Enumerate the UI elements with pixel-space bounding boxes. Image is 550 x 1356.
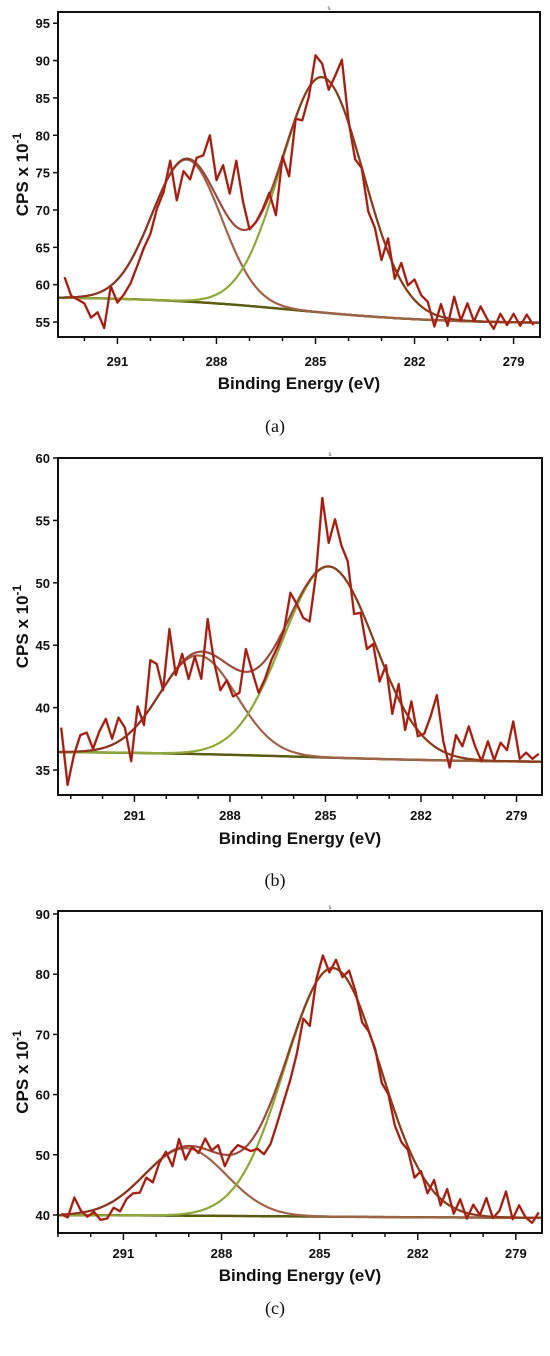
raw-data-line-core — [60, 497, 540, 786]
plot-frame — [57, 11, 541, 338]
x-tick-label: 288 — [219, 808, 241, 823]
peak-curve-2 — [61, 966, 542, 1219]
x-tick-label: 279 — [506, 808, 528, 823]
x-tick-label: 285 — [305, 354, 327, 369]
y-tick-label: 45 — [36, 638, 50, 653]
y-tick-label: 80 — [36, 128, 50, 143]
plot-area — [58, 496, 542, 787]
y-tick-label: 55 — [36, 513, 50, 528]
raw-data-line-core — [61, 953, 540, 1224]
plot-frame — [57, 910, 543, 1234]
x-axis-title: Binding Energy (eV) — [218, 374, 380, 393]
panel-caption: (a) — [265, 416, 285, 437]
raw-data-line — [60, 496, 540, 787]
top-mark: s — [329, 452, 332, 458]
y-tick-label: 65 — [36, 240, 50, 255]
envelope-curve — [59, 565, 542, 763]
x-tick-label: 288 — [211, 1246, 233, 1261]
y-tick-label: 95 — [36, 16, 50, 31]
x-tick-label: 279 — [503, 354, 525, 369]
y-tick-label: 50 — [36, 1148, 50, 1163]
x-tick-label: 282 — [407, 1246, 429, 1261]
raw-data-line-core — [64, 54, 534, 330]
x-tick-label: 282 — [410, 808, 432, 823]
y-tick-label: 70 — [36, 203, 50, 218]
y-tick-label: 90 — [36, 907, 50, 922]
x-axis-title: Binding Energy (eV) — [219, 829, 381, 848]
x-tick-label: 291 — [113, 1246, 135, 1261]
y-tick-label: 75 — [36, 166, 50, 181]
x-tick-label: 291 — [107, 354, 129, 369]
y-tick-label: 70 — [36, 1027, 50, 1042]
x-axis-title: Binding Energy (eV) — [219, 1266, 381, 1285]
y-tick-label: 50 — [36, 576, 50, 591]
y-tick-label: 60 — [36, 451, 50, 466]
y-axis-title-exponent: -1 — [10, 1030, 24, 1041]
chart-panel-c: s 40 50 60 70 80 90 291 288 285 282 279 Binding Ener… — [10, 905, 543, 1319]
x-tick-label: 285 — [309, 1246, 331, 1261]
envelope-curve — [64, 75, 540, 324]
plot-area — [58, 953, 542, 1224]
y-tick-label: 85 — [36, 91, 50, 106]
y-tick-label: 60 — [36, 1088, 50, 1103]
plot-area — [58, 54, 540, 330]
x-tick-label: 288 — [206, 354, 228, 369]
y-axis-title: CPS x 10-1 — [10, 132, 32, 216]
panel-caption: (b) — [265, 870, 286, 891]
peak-curve-2 — [64, 75, 540, 324]
y-axis-title: CPS x 10-1 — [10, 1030, 32, 1114]
plot-frame — [57, 457, 543, 796]
y-axis-title-exponent: -1 — [10, 584, 24, 595]
y-tick-label: 60 — [36, 278, 50, 293]
y-tick-label: 80 — [36, 967, 50, 982]
x-tick-label: 285 — [315, 808, 337, 823]
y-tick-label: 40 — [36, 1208, 50, 1223]
y-axis-title-exponent: -1 — [10, 132, 24, 143]
chart-panel-b: s 35 40 45 50 55 60 291 288 285 282 279 Binding Ener… — [10, 451, 543, 891]
envelope-curve — [61, 966, 542, 1219]
x-tick-label: 279 — [505, 1246, 527, 1261]
chart-panel-a: s 55 60 65 70 75 80 85 90 95 291 288 285 282 279 Bindin… — [10, 6, 541, 437]
raw-data-line — [63, 54, 535, 330]
y-axis-title: CPS x 10-1 — [10, 584, 32, 668]
panel-caption: (c) — [265, 1298, 285, 1319]
x-tick-label: 282 — [404, 354, 426, 369]
y-tick-label: 35 — [36, 763, 50, 778]
peak-curve-1 — [61, 1147, 542, 1219]
x-tick-label: 291 — [124, 808, 146, 823]
top-mark: s — [328, 6, 331, 12]
y-tick-label: 40 — [36, 701, 50, 716]
y-tick-label: 90 — [36, 54, 50, 69]
top-mark: s — [329, 905, 332, 911]
raw-data-line — [60, 954, 540, 1224]
y-tick-label: 55 — [36, 315, 50, 330]
